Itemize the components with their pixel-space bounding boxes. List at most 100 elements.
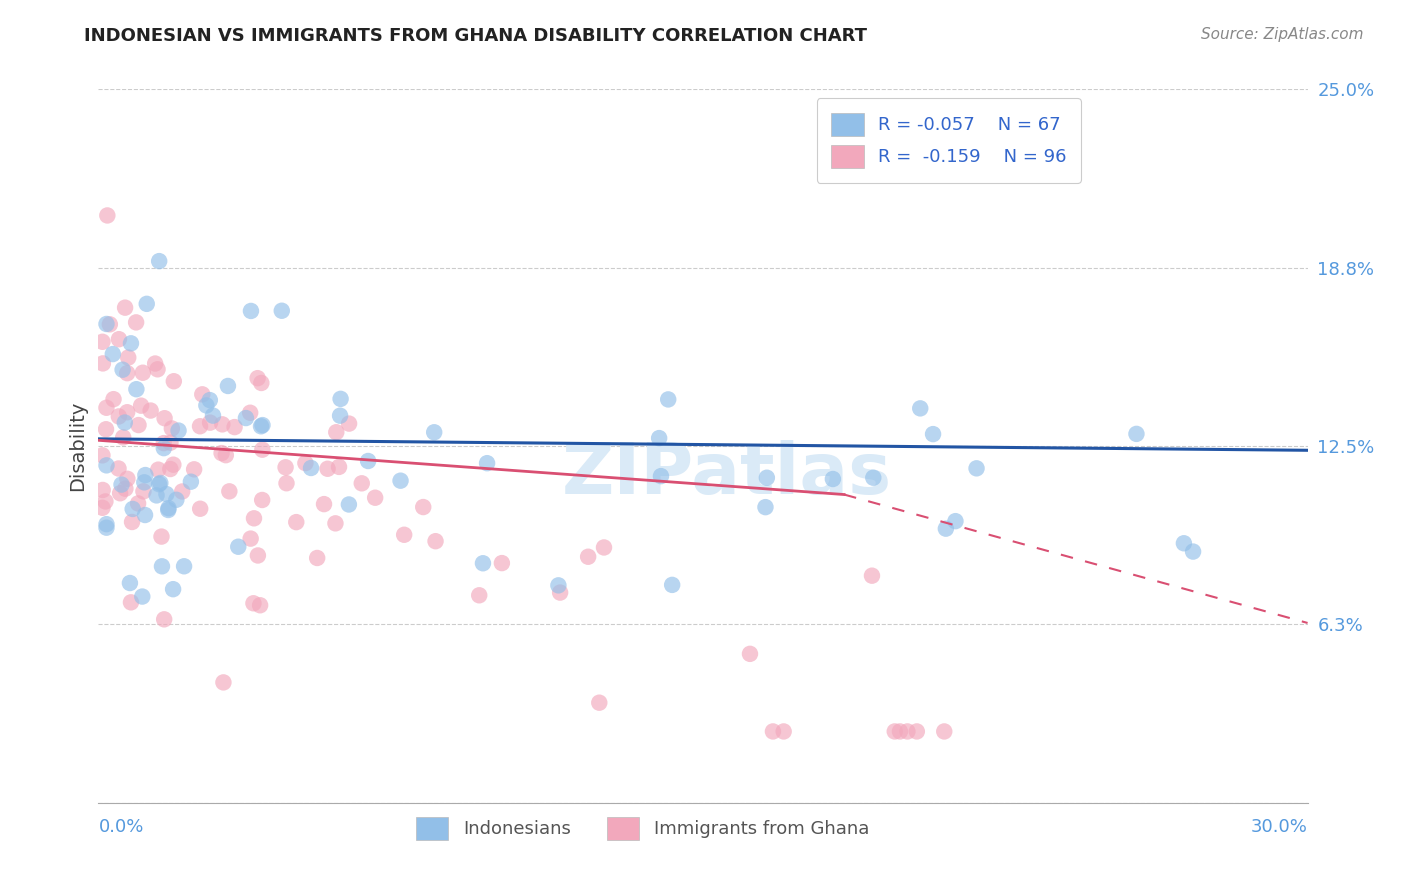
Point [201, 409, 224, 423]
Point [132, 366, 155, 380]
Point [114, 301, 136, 315]
Point [91, 500, 114, 515]
Point [239, 406, 262, 420]
Point [252, 418, 274, 433]
Point [329, 392, 352, 406]
Point [1182, 544, 1205, 558]
Point [211, 417, 233, 432]
Text: ZIPatlas: ZIPatlas [562, 440, 893, 509]
Point [325, 425, 347, 440]
Point [270, 303, 292, 318]
Point [134, 468, 156, 483]
Point [588, 696, 610, 710]
Point [163, 374, 186, 388]
Point [131, 590, 153, 604]
Point [96, 209, 118, 223]
Point [135, 297, 157, 311]
Point [180, 475, 202, 489]
Point [350, 476, 373, 491]
Point [357, 454, 380, 468]
Point [121, 515, 143, 529]
Point [661, 578, 683, 592]
Point [860, 568, 883, 582]
Point [150, 530, 173, 544]
Point [337, 498, 360, 512]
Point [576, 549, 599, 564]
Point [392, 528, 415, 542]
Point [107, 461, 129, 475]
Point [934, 724, 956, 739]
Point [250, 376, 273, 390]
Point [91, 448, 114, 462]
Point [252, 442, 274, 457]
Point [114, 416, 136, 430]
Point [173, 559, 195, 574]
Point [121, 502, 143, 516]
Point [153, 612, 176, 626]
Point [129, 399, 152, 413]
Point [96, 458, 118, 473]
Point [195, 399, 218, 413]
Point [96, 521, 118, 535]
Point [96, 517, 118, 532]
Point [198, 416, 221, 430]
Point [167, 424, 190, 438]
Point [148, 477, 170, 491]
Point [91, 334, 114, 349]
Point [1173, 536, 1195, 550]
Point [148, 254, 170, 268]
Point [217, 379, 239, 393]
Point [945, 514, 967, 528]
Point [139, 403, 162, 417]
Point [239, 532, 262, 546]
Point [149, 475, 172, 490]
Point [188, 419, 211, 434]
Text: 0.0%: 0.0% [98, 819, 143, 837]
Point [94, 494, 117, 508]
Point [299, 461, 322, 475]
Point [128, 418, 150, 433]
Point [246, 549, 269, 563]
Point [364, 491, 387, 505]
Point [772, 724, 794, 739]
Point [108, 332, 131, 346]
Point [162, 582, 184, 597]
Text: INDONESIAN VS IMMIGRANTS FROM GHANA DISABILITY CORRELATION CHART: INDONESIAN VS IMMIGRANTS FROM GHANA DISA… [84, 27, 868, 45]
Point [125, 382, 148, 396]
Point [593, 541, 616, 555]
Point [243, 511, 266, 525]
Point [215, 448, 238, 462]
Point [246, 371, 269, 385]
Point [118, 576, 141, 591]
Point [276, 476, 298, 491]
Point [491, 556, 513, 570]
Point [134, 475, 156, 490]
Point [150, 559, 173, 574]
Point [127, 496, 149, 510]
Point [218, 484, 240, 499]
Point [160, 421, 183, 435]
Point [312, 497, 335, 511]
Point [112, 430, 135, 444]
Point [120, 336, 142, 351]
Point [250, 419, 273, 434]
Point [250, 493, 273, 508]
Point [307, 551, 329, 566]
Point [242, 596, 264, 610]
Point [425, 534, 447, 549]
Point [96, 401, 118, 415]
Point [111, 362, 134, 376]
Point [905, 724, 928, 739]
Point [754, 500, 776, 515]
Point [239, 304, 262, 318]
Point [471, 556, 494, 570]
Point [648, 431, 671, 445]
Point [896, 724, 918, 739]
Point [862, 471, 884, 485]
Point [883, 724, 905, 739]
Point [153, 411, 176, 425]
Point [423, 425, 446, 440]
Point [212, 675, 235, 690]
Point [117, 472, 139, 486]
Point [98, 318, 121, 332]
